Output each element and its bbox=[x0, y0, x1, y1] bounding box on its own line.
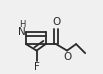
Text: F: F bbox=[34, 62, 40, 72]
Text: N: N bbox=[18, 27, 26, 37]
Text: O: O bbox=[52, 17, 60, 27]
Text: H: H bbox=[19, 20, 25, 29]
Text: O: O bbox=[63, 52, 71, 62]
